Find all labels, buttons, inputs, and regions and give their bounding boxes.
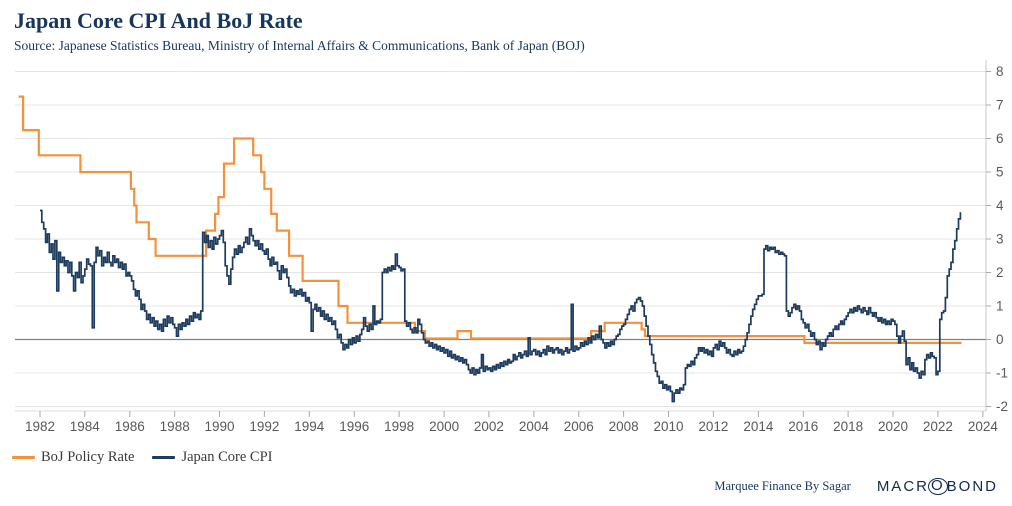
japan-core-cpi-line (40, 209, 962, 403)
logo-text: MACR (876, 478, 929, 495)
source-note: Source: Japanese Statistics Bureau, Mini… (14, 38, 585, 53)
y-tick-label: -2 (996, 399, 1008, 414)
x-tick-label: 2004 (519, 419, 550, 434)
credit-text: Marquee Finance By Sagar (714, 479, 851, 493)
page-title: Japan Core CPI And BoJ Rate (14, 8, 303, 33)
x-tick-label: 1990 (204, 419, 234, 434)
y-tick-label: 5 (996, 165, 1004, 180)
x-tick-label: 2020 (878, 419, 908, 434)
footer: Marquee Finance By Sagar MACR O BOND (714, 478, 998, 495)
y-tick-label: 0 (996, 332, 1004, 347)
y-tick-label: 2 (996, 265, 1004, 280)
cpi-swatch (152, 456, 176, 459)
legend-label: BoJ Policy Rate (41, 449, 135, 465)
x-tick-label: 1982 (25, 419, 55, 434)
x-tick-label: 1996 (339, 419, 369, 434)
x-tick-label: 1984 (70, 419, 101, 434)
legend-item-japan-core-cpi: Japan Core CPI (152, 449, 272, 466)
policy-rate-swatch (12, 456, 35, 459)
y-tick-label: 8 (996, 64, 1004, 79)
x-tick-label: 2018 (833, 419, 863, 434)
logo-o-icon: O (927, 478, 948, 495)
legend-label: Japan Core CPI (181, 449, 273, 465)
x-tick-label: 1994 (294, 419, 325, 434)
y-tick-label: 6 (996, 131, 1004, 146)
x-tick-label: 2012 (698, 419, 728, 434)
y-tick-label: 4 (996, 198, 1004, 213)
y-tick-label: -1 (996, 366, 1008, 381)
macrobond-logo: MACR O BOND (877, 478, 998, 495)
x-tick-label: 1998 (384, 419, 414, 434)
x-tick-label: 1992 (249, 419, 279, 434)
x-tick-label: 1986 (115, 419, 145, 434)
x-tick-label: 2022 (923, 419, 953, 434)
x-tick-label: 2014 (743, 419, 774, 434)
legend: BoJ Policy Rate Japan Core CPI (12, 449, 272, 466)
y-tick-label: 1 (996, 299, 1004, 314)
boj-policy-rate-line (18, 95, 962, 344)
x-tick-label: 2008 (609, 419, 639, 434)
x-tick-label: 2010 (653, 419, 683, 434)
y-tick-label: 7 (996, 98, 1004, 113)
legend-item-boj-policy-rate: BoJ Policy Rate (12, 449, 134, 466)
logo-text: BOND (946, 478, 998, 495)
x-tick-label: 2006 (564, 419, 594, 434)
x-tick-label: 1988 (160, 419, 190, 434)
x-tick-label: 2016 (788, 419, 818, 434)
x-tick-label: 2000 (429, 419, 459, 434)
y-tick-label: 3 (996, 232, 1004, 247)
x-tick-label: 2002 (474, 419, 504, 434)
x-tick-label: 2024 (968, 419, 999, 434)
